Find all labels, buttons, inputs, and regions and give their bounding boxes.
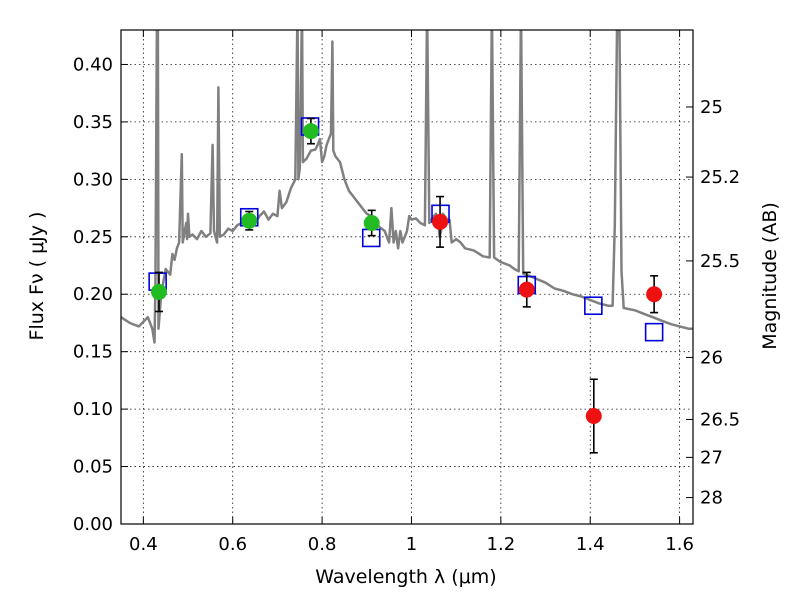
x-tick-label: 0.4	[129, 534, 158, 555]
y-tick-label: 0.25	[73, 227, 113, 248]
y2-tick-label: 26.5	[700, 409, 740, 430]
y2-tick-label: 26	[700, 347, 723, 368]
data-point-marker	[432, 213, 449, 230]
x-axis-label: Wavelength λ (μm)	[315, 566, 496, 588]
y2-tick-label: 25.2	[700, 167, 740, 188]
x-tick-label: 1.6	[665, 534, 694, 555]
y-tick-label: 0.15	[73, 342, 113, 363]
data-point-marker	[585, 408, 602, 425]
x-tick-label: 1.4	[576, 534, 605, 555]
data-point-marker	[302, 123, 319, 140]
y-axis-ticks: 0.00 0.05 0.10 0.15 0.20 0.25 0.30 0.35 0.40	[73, 54, 128, 535]
y2-axis-label: Magnitude (AB)	[759, 202, 781, 350]
data-point-marker	[363, 215, 380, 232]
data-point-marker	[646, 286, 663, 303]
data-point-marker	[150, 283, 167, 300]
x-tick-label: 1.2	[487, 534, 516, 555]
y-tick-label: 0.30	[73, 169, 113, 190]
x-axis-ticks: 0.4 0.6 0.8 1 1.2 1.4 1.6	[129, 30, 694, 555]
y2-tick-label: 28	[700, 488, 723, 509]
y2-tick-label: 27	[700, 447, 723, 468]
photometry-points	[148, 117, 664, 454]
plot-frame	[120, 29, 694, 525]
model-square-marker	[584, 296, 603, 316]
spectrum-line	[121, 30, 693, 344]
y-tick-label: 0.40	[73, 54, 113, 75]
y-tick-label: 0.00	[73, 514, 113, 535]
y-tick-label: 0.35	[73, 112, 113, 133]
x-tick-label: 0.8	[308, 534, 337, 555]
y-tick-label: 0.20	[73, 284, 113, 305]
model-spectrum	[121, 30, 693, 344]
y-tick-label: 0.10	[73, 399, 113, 420]
y-axis-label: Flux Fν ( μJy )	[26, 212, 48, 341]
x-tick-label: 1	[406, 534, 417, 555]
y2-tick-label: 25.5	[700, 251, 740, 272]
y2-tick-label: 25	[700, 97, 723, 118]
data-point-marker	[241, 212, 258, 229]
y-tick-label: 0.05	[73, 457, 113, 478]
plot-area	[121, 30, 693, 524]
data-point-marker	[518, 281, 535, 298]
x-tick-label: 0.6	[218, 534, 247, 555]
y2-axis-ticks: 25 25.2 25.5 26 26.5 27 28	[686, 97, 740, 509]
model-square-marker	[644, 322, 664, 342]
